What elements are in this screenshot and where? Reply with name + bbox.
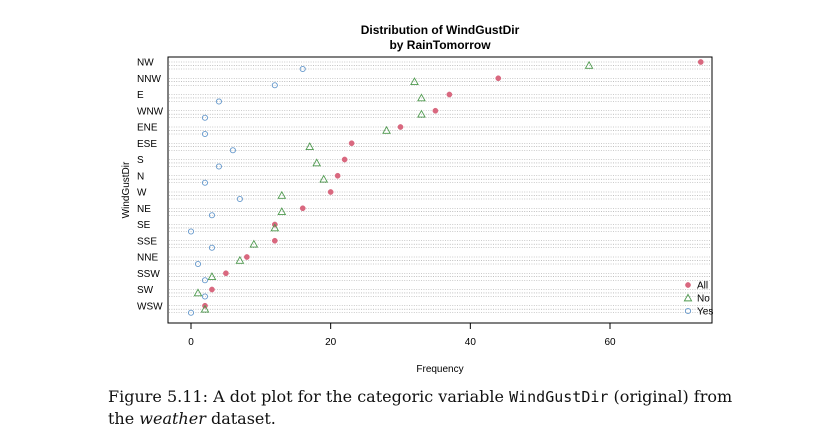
- data-point-all: [432, 107, 439, 114]
- y-tick-label: SE: [137, 220, 151, 231]
- y-tick-label: SW: [137, 285, 154, 296]
- data-point-yes: [201, 114, 209, 121]
- legend-marker-all: [685, 282, 691, 288]
- data-point-no: [249, 239, 259, 248]
- data-point-no: [382, 125, 391, 134]
- caption-prefix: Figure 5.11: A dot plot for the categori…: [108, 387, 510, 406]
- data-point-all: [299, 205, 306, 212]
- y-tick-label: E: [137, 90, 144, 101]
- y-tick-label: S: [137, 155, 144, 166]
- data-point-no: [417, 109, 426, 118]
- data-point-all: [327, 189, 334, 195]
- data-point-yes: [201, 179, 209, 186]
- x-tick-label: 40: [465, 337, 477, 348]
- data-point-yes: [208, 212, 215, 219]
- y-tick-label: WSW: [137, 301, 163, 312]
- y-tick-label: SSE: [137, 236, 157, 247]
- y-tick-label: ENE: [137, 123, 158, 134]
- legend-label: All: [697, 281, 708, 292]
- data-point-all: [341, 156, 348, 163]
- figure-caption: Figure 5.11: A dot plot for the categori…: [108, 386, 748, 430]
- data-point-no: [319, 174, 329, 183]
- y-tick-label: NE: [137, 204, 151, 215]
- data-point-yes: [236, 195, 243, 203]
- data-point-yes: [194, 260, 202, 268]
- legend-label: Yes: [697, 307, 713, 318]
- data-point-no: [277, 207, 287, 215]
- data-point-no: [200, 304, 210, 313]
- plot-frame: [167, 56, 713, 324]
- y-tick-label: ESE: [137, 139, 157, 150]
- data-point-yes: [215, 98, 222, 105]
- data-point-no: [277, 190, 287, 199]
- data-point-yes: [299, 65, 306, 73]
- data-point-all: [244, 254, 250, 260]
- data-point-all: [446, 91, 453, 98]
- y-tick-label: N: [137, 171, 144, 182]
- data-point-all: [397, 124, 404, 130]
- x-tick-label: 20: [325, 337, 337, 348]
- data-point-yes: [187, 309, 195, 316]
- data-point-all: [209, 286, 215, 293]
- data-point-yes: [201, 277, 209, 284]
- data-point-yes: [201, 293, 209, 300]
- data-point-no: [417, 93, 426, 102]
- x-tick-label: 60: [604, 337, 616, 348]
- data-point-all: [495, 75, 502, 82]
- y-tick-label: NNE: [137, 253, 158, 264]
- legend-marker-no: [683, 293, 693, 302]
- data-point-all: [348, 140, 355, 147]
- data-point-yes: [208, 244, 215, 251]
- data-point-all: [697, 59, 704, 65]
- data-point-yes: [229, 147, 236, 154]
- data-point-yes: [215, 163, 222, 170]
- data-point-no: [207, 272, 217, 280]
- data-point-yes: [201, 130, 209, 138]
- legend-marker-yes: [684, 307, 692, 315]
- x-axis-label: Frequency: [416, 364, 463, 375]
- data-point-no: [312, 158, 322, 167]
- x-tick-label: 0: [188, 337, 194, 348]
- caption-suffix: dataset.: [205, 409, 276, 428]
- data-point-no: [270, 223, 280, 232]
- y-tick-label: SSW: [137, 269, 160, 280]
- data-point-yes: [271, 82, 278, 89]
- data-point-no: [410, 77, 419, 85]
- data-point-all: [223, 270, 229, 277]
- y-tick-label: NNW: [137, 74, 161, 85]
- data-point-all: [334, 172, 341, 179]
- chart-title: Distribution of WindGustDir: [361, 23, 520, 37]
- data-point-no: [193, 288, 203, 297]
- caption-code: WindGustDir: [509, 388, 609, 406]
- caption-emphasis: weather: [139, 409, 206, 428]
- legend-label: No: [697, 294, 710, 305]
- caption-middle: (original) from the: [108, 387, 733, 428]
- y-tick-label: W: [137, 188, 147, 199]
- data-point-no: [235, 255, 245, 264]
- chart-subtitle: by RainTomorrow: [389, 38, 491, 52]
- y-tick-label: WNW: [137, 106, 164, 117]
- data-point-all: [271, 237, 278, 244]
- y-tick-label: NW: [137, 58, 154, 69]
- data-point-no: [305, 142, 315, 150]
- data-point-yes: [187, 228, 195, 235]
- data-point-no: [584, 60, 594, 69]
- y-axis-label: WindGustDir: [121, 161, 132, 218]
